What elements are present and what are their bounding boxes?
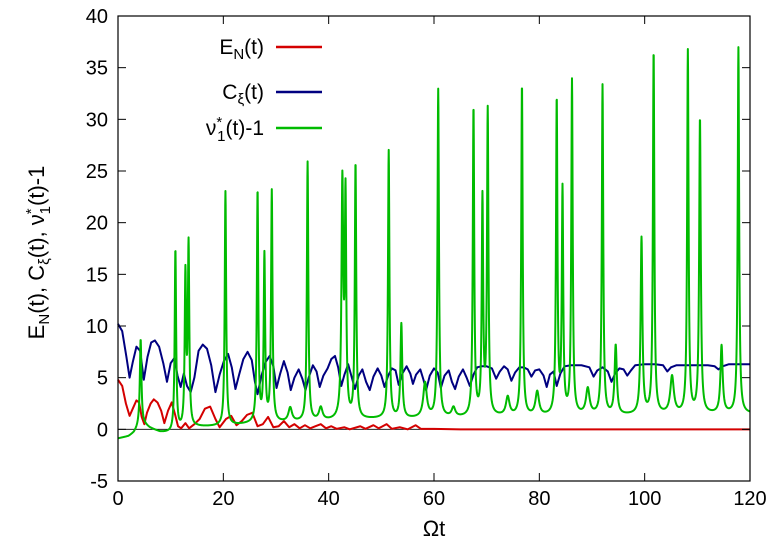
y-tick-label: 10 xyxy=(86,316,108,338)
y-tick-label: 20 xyxy=(86,213,108,235)
legend-label-cxi: Cξ(t) xyxy=(222,81,264,108)
legend-label-en: EN(t) xyxy=(219,36,264,63)
y-tick-label: 25 xyxy=(86,161,108,183)
y-tick-label: 30 xyxy=(86,109,108,131)
y-tick-label: -5 xyxy=(90,471,108,493)
x-tick-label: 60 xyxy=(423,488,445,510)
series-nu-line xyxy=(117,46,751,440)
series-en-line xyxy=(117,379,750,431)
x-tick-label: 0 xyxy=(112,488,123,510)
y-tick-label: 15 xyxy=(86,264,108,286)
series-cxi-line xyxy=(117,323,750,396)
x-axis-label: Ωt xyxy=(423,516,446,541)
y-tick-label: 40 xyxy=(86,6,108,28)
y-tick-label: 35 xyxy=(86,58,108,80)
x-tick-label: 40 xyxy=(318,488,340,510)
x-tick-label: 120 xyxy=(733,488,766,510)
series-layer xyxy=(117,46,751,440)
y-tick-label: 0 xyxy=(97,419,108,441)
legend: EN(t) Cξ(t) ν* 1(t)-1 xyxy=(206,36,322,145)
y-axis-label: EN(t), Cξ(t), ν*1(t)-1 xyxy=(23,166,54,340)
y-tick-label: 5 xyxy=(97,368,108,390)
tick-layer xyxy=(117,15,751,482)
x-tick-label: 80 xyxy=(528,488,550,510)
legend-label-nu: ν* 1(t)-1 xyxy=(206,114,264,145)
x-tick-label: 20 xyxy=(212,488,234,510)
x-tick-label: 100 xyxy=(628,488,661,510)
